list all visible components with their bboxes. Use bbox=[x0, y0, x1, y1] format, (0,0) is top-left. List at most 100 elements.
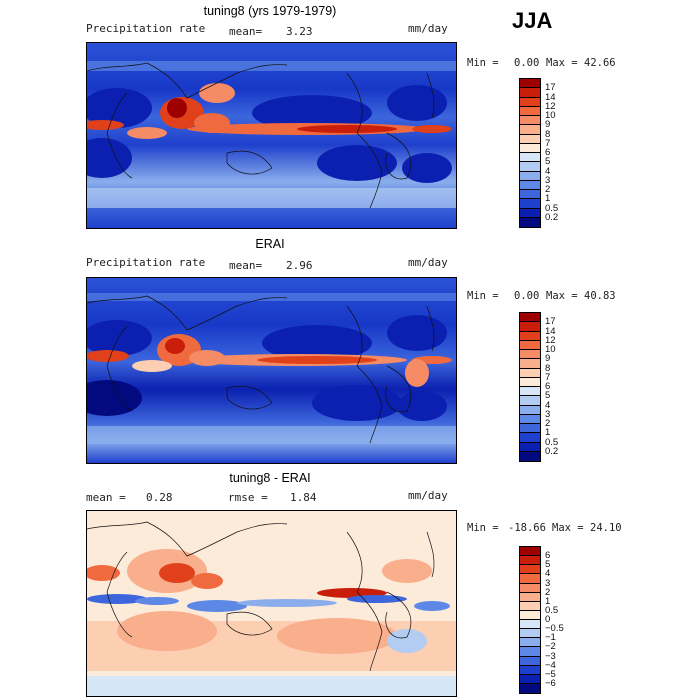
colorbar-tick-label: 10 bbox=[545, 344, 556, 355]
colorbar-cell bbox=[520, 683, 540, 693]
season-label: JJA bbox=[512, 8, 553, 33]
colorbar-cell bbox=[520, 116, 540, 126]
panel1-title: tuning8 (yrs 1979-1979) bbox=[203, 4, 337, 18]
panel3-colorbar: 6 5 4 3 2 1 0.5 0 −0.5 −1 −2 −3 −4 −5 −6 bbox=[519, 546, 564, 694]
panel2-colorbar: 17 14 12 10 9 8 7 6 5 4 3 2 1 0.5 0.2 bbox=[519, 312, 558, 462]
colorbar-tick-label: 4 bbox=[545, 568, 551, 580]
panel3-mean-value: 0.28 bbox=[146, 491, 173, 504]
colorbar-tick-label: −5 bbox=[545, 668, 556, 680]
panel2-title: ERAI bbox=[255, 237, 285, 251]
colorbar-cell bbox=[520, 377, 540, 387]
panel2-mean-label: mean= bbox=[229, 259, 263, 272]
colorbar-cell bbox=[520, 387, 540, 397]
panel1-min-label: Min = bbox=[467, 57, 499, 69]
colorbar-tick-label: 4 bbox=[545, 399, 551, 411]
colorbar-cell bbox=[520, 442, 540, 452]
colorbar-tick-label: −1 bbox=[545, 632, 556, 644]
colorbar-tick-label: 9 bbox=[545, 119, 551, 131]
panel3-min-label: Min = bbox=[467, 522, 499, 534]
colorbar-tick-label: 5 bbox=[545, 559, 551, 571]
panel2-field-label: Precipitation rate bbox=[86, 256, 206, 269]
colorbar-tick-label: 4 bbox=[545, 165, 551, 177]
panel2-min-value: 0.00 bbox=[514, 290, 540, 302]
colorbar-cell bbox=[520, 405, 540, 415]
colorbar-cell bbox=[520, 322, 540, 332]
colorbar-cell bbox=[520, 396, 540, 406]
panel2-max-label: Max = bbox=[546, 290, 578, 302]
colorbar-tick-label: 7 bbox=[545, 371, 551, 383]
panel1-max-value: 42.66 bbox=[584, 57, 616, 69]
colorbar-cell bbox=[520, 208, 540, 218]
colorbar-cell bbox=[520, 180, 540, 190]
colorbar-cell bbox=[520, 629, 540, 639]
colorbar-cell bbox=[520, 359, 540, 369]
colorbar-tick-label: −0.5 bbox=[545, 623, 564, 635]
colorbar-tick-label: 2 bbox=[545, 586, 551, 598]
colorbar-tick-label: 2 bbox=[545, 418, 551, 429]
colorbar-cell bbox=[520, 313, 540, 323]
colorbar-tick-label: −3 bbox=[545, 650, 556, 662]
panel2-max-value: 40.83 bbox=[584, 290, 616, 302]
colorbar-cell bbox=[520, 583, 540, 593]
colorbar-tick-label: 10 bbox=[545, 110, 556, 121]
panel3-title: tuning8 - ERAI bbox=[229, 471, 311, 485]
colorbar-tick-label: 6 bbox=[545, 147, 551, 158]
colorbar-tick-label: 1 bbox=[545, 595, 551, 607]
colorbar-cell bbox=[520, 556, 540, 566]
panel3-rmse-label: rmse = bbox=[228, 491, 268, 504]
colorbar-tick-label: 5 bbox=[545, 156, 551, 168]
colorbar-cell bbox=[520, 97, 540, 107]
colorbar-cell bbox=[520, 143, 540, 153]
colorbar-cell bbox=[520, 162, 540, 172]
colorbar-tick-label: 14 bbox=[545, 325, 556, 337]
colorbar-tick-label: 0 bbox=[545, 614, 551, 625]
colorbar-cell bbox=[520, 217, 540, 227]
colorbar-tick-label: 2 bbox=[545, 184, 551, 195]
panel1-min-value: 0.00 bbox=[514, 57, 540, 69]
colorbar-cell bbox=[520, 190, 540, 200]
colorbar-cell bbox=[520, 350, 540, 360]
colorbar-tick-label: 3 bbox=[545, 174, 551, 186]
colorbar-cell bbox=[520, 592, 540, 602]
colorbar-cell bbox=[520, 601, 540, 611]
colorbar-cell bbox=[520, 574, 540, 584]
colorbar-cell bbox=[520, 610, 540, 620]
colorbar-cell bbox=[520, 368, 540, 378]
colorbar-cell bbox=[520, 340, 540, 350]
panel2-units: mm/day bbox=[408, 256, 448, 269]
colorbar-cell bbox=[520, 199, 540, 209]
colorbar-tick-label: 3 bbox=[545, 577, 551, 589]
colorbar-tick-label: 0.2 bbox=[545, 211, 559, 223]
panel2-mean-value: 2.96 bbox=[286, 259, 313, 272]
colorbar-cell bbox=[520, 153, 540, 163]
colorbar-cell bbox=[520, 106, 540, 116]
panel1-map bbox=[86, 42, 457, 229]
panel1-mean-label: mean= bbox=[229, 25, 263, 38]
panel3-min-value: -18.66 bbox=[508, 522, 546, 534]
colorbar-cell bbox=[520, 547, 540, 557]
colorbar-tick-label: −2 bbox=[545, 641, 556, 653]
panel1-units: mm/day bbox=[408, 22, 448, 35]
colorbar-cell bbox=[520, 171, 540, 181]
colorbar-tick-label: 3 bbox=[545, 408, 551, 420]
colorbar-cell bbox=[520, 565, 540, 575]
panel3-max-label: Max = bbox=[552, 522, 584, 534]
colorbar-cell bbox=[520, 638, 540, 648]
panel1-mean-value: 3.23 bbox=[286, 25, 313, 38]
colorbar-tick-label: 5 bbox=[545, 390, 551, 402]
panel3-mean-label: mean = bbox=[86, 491, 126, 504]
colorbar-tick-label: −4 bbox=[545, 659, 556, 671]
panel3-rmse-value: 1.84 bbox=[290, 491, 317, 504]
colorbar-tick-label: 6 bbox=[545, 381, 551, 392]
colorbar-tick-label: 6 bbox=[545, 550, 551, 562]
colorbar-tick-label: 14 bbox=[545, 91, 556, 103]
colorbar-tick-label: −6 bbox=[545, 677, 556, 689]
colorbar-cell bbox=[520, 331, 540, 341]
colorbar-cell bbox=[520, 134, 540, 144]
colorbar-cell bbox=[520, 414, 540, 424]
panel3-units: mm/day bbox=[408, 489, 448, 502]
colorbar-tick-label: 17 bbox=[545, 316, 556, 328]
colorbar-tick-label: 1 bbox=[545, 427, 551, 439]
colorbar-tick-label: 8 bbox=[545, 362, 551, 374]
colorbar-tick-label: 12 bbox=[545, 100, 556, 112]
